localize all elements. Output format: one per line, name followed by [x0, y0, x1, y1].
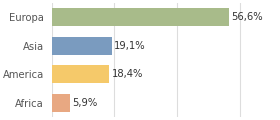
- Bar: [52, 8, 229, 26]
- Text: 5,9%: 5,9%: [73, 98, 98, 108]
- Text: 19,1%: 19,1%: [114, 41, 146, 51]
- Text: 18,4%: 18,4%: [112, 69, 143, 79]
- Bar: [52, 66, 109, 83]
- Text: 56,6%: 56,6%: [232, 12, 263, 22]
- Bar: [52, 94, 70, 112]
- Bar: [52, 37, 111, 54]
